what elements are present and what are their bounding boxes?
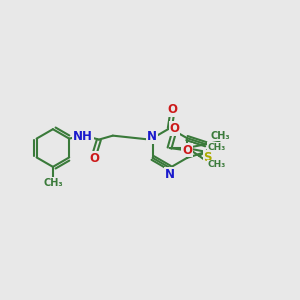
Text: O: O bbox=[182, 143, 192, 157]
Text: NH: NH bbox=[73, 130, 93, 143]
Text: N: N bbox=[165, 168, 175, 181]
Text: CH₃: CH₃ bbox=[211, 130, 230, 141]
Text: S: S bbox=[204, 151, 212, 164]
Text: CH₃: CH₃ bbox=[208, 142, 226, 152]
Text: O: O bbox=[169, 122, 179, 135]
Text: N: N bbox=[147, 130, 157, 142]
Text: CH₃: CH₃ bbox=[43, 178, 63, 188]
Text: O: O bbox=[89, 152, 99, 165]
Text: CH₃: CH₃ bbox=[208, 160, 226, 169]
Text: O: O bbox=[168, 103, 178, 116]
